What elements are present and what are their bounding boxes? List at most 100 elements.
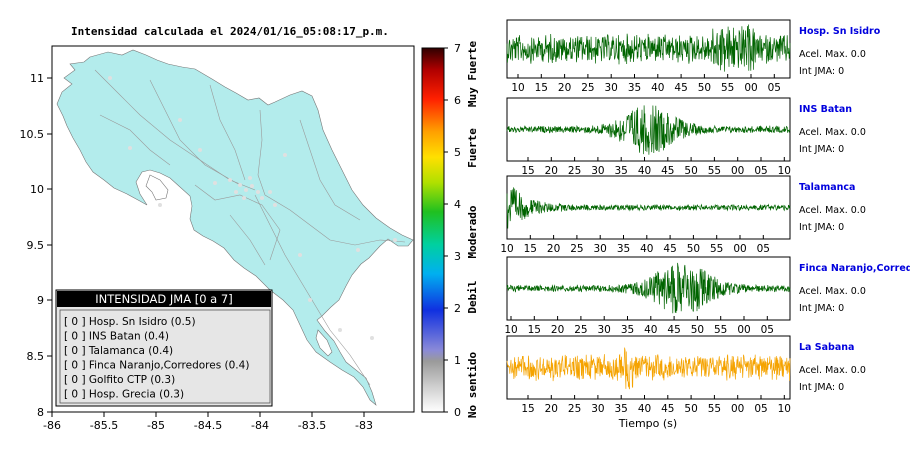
station-dots bbox=[108, 76, 397, 340]
station-max-accel: Acel. Max. 0.0 bbox=[799, 365, 866, 376]
trace-tick-label: 40 bbox=[638, 403, 651, 415]
trace-tick-label: 40 bbox=[644, 324, 657, 336]
trace-tick-label: 25 bbox=[568, 165, 581, 177]
legend-item: [ 0 ] Talamanca (0.4) bbox=[64, 345, 173, 357]
station-jma-intensity: Int JMA: 0 bbox=[799, 66, 844, 77]
colorbar-tick-label: 0 bbox=[454, 406, 461, 419]
station-max-accel: Acel. Max. 0.0 bbox=[799, 205, 866, 216]
legend-item: [ 0 ] INS Batan (0.4) bbox=[64, 331, 169, 343]
colorbar-ticks: 0 1 2 3 4 5 6 7 bbox=[444, 42, 461, 419]
trace-tick-label: 45 bbox=[674, 82, 687, 94]
trace-tick-label: 45 bbox=[663, 243, 676, 255]
gulf-of-nicoya bbox=[145, 174, 169, 201]
trace-tick-label: 25 bbox=[568, 403, 581, 415]
colorbar-tick-label: 1 bbox=[454, 354, 461, 367]
trace-tick-label: 00 bbox=[733, 243, 746, 255]
colorbar-category-label: No sentido bbox=[466, 352, 479, 419]
trace-tick-label: 20 bbox=[558, 82, 571, 94]
trace-tick-label: 00 bbox=[737, 324, 750, 336]
trace-tick-label: 55 bbox=[708, 165, 721, 177]
colorbar-category-label: Fuerte bbox=[466, 128, 479, 168]
map-legend: INTENSIDAD JMA [0 a 7] [ 0 ] Hosp. Sn Is… bbox=[55, 289, 273, 407]
legend-title: INTENSIDAD JMA [0 a 7] bbox=[95, 292, 232, 306]
trace-tick-label: 50 bbox=[687, 243, 700, 255]
trace-tick-label: 45 bbox=[661, 165, 674, 177]
trace-tick-label: 40 bbox=[640, 243, 653, 255]
legend-item: [ 0 ] Finca Naranjo,Corredores (0.4) bbox=[64, 360, 249, 372]
colorbar-tick-label: 5 bbox=[454, 146, 461, 159]
station-name: Talamanca bbox=[799, 182, 855, 193]
trace-tick-label: 00 bbox=[744, 82, 757, 94]
station-max-accel: Acel. Max. 0.0 bbox=[799, 49, 866, 60]
station-name: Hosp. Sn Isidro bbox=[799, 26, 881, 37]
trace-tick-label: 15 bbox=[535, 82, 548, 94]
trace-tick-label: 20 bbox=[545, 403, 558, 415]
trace-waveform bbox=[506, 347, 791, 390]
map-area bbox=[56, 49, 414, 406]
station-jma-intensity: Int JMA: 0 bbox=[799, 382, 844, 393]
trace-tick-label: 20 bbox=[551, 324, 564, 336]
station-jma-intensity: Int JMA: 0 bbox=[799, 303, 844, 314]
station-jma-intensity: Int JMA: 0 bbox=[799, 144, 844, 155]
trace-tick-label: 50 bbox=[698, 82, 711, 94]
station-max-accel: Acel. Max. 0.0 bbox=[799, 127, 866, 138]
map-y-tick-label: 9 bbox=[37, 294, 44, 307]
trace-tick-label: 35 bbox=[617, 243, 630, 255]
trace-tick-label: 35 bbox=[615, 165, 628, 177]
map-y-tick-label: 9.5 bbox=[27, 239, 45, 252]
trace-tick-label: 35 bbox=[621, 324, 634, 336]
trace-tick-label: 30 bbox=[591, 165, 604, 177]
colorbar-tick-label: 2 bbox=[454, 302, 461, 315]
trace-tick-label: 15 bbox=[521, 403, 534, 415]
trace-tick-label: 05 bbox=[768, 82, 781, 94]
map-x-tick-label: -85 bbox=[147, 419, 165, 432]
map-y-axis: 11 10.5 10 9.5 9 8.5 8 bbox=[20, 72, 52, 419]
trace-tick-label: 35 bbox=[615, 403, 628, 415]
trace-tick-label: 10 bbox=[778, 165, 791, 177]
trace-tick-label: 05 bbox=[757, 243, 770, 255]
trace-waveform bbox=[506, 105, 791, 155]
map-x-tick-label: -83 bbox=[355, 419, 373, 432]
trace-waveform bbox=[506, 262, 791, 314]
trace-tick-label: 40 bbox=[651, 82, 664, 94]
colorbar-category-label: Moderado bbox=[466, 205, 479, 258]
map-y-tick-label: 10 bbox=[30, 183, 44, 196]
trace-tick-label: 55 bbox=[708, 403, 721, 415]
legend-item: [ 0 ] Hosp. Grecia (0.3) bbox=[64, 389, 184, 401]
costa-rica-land bbox=[56, 49, 414, 406]
trace-tick-label: 25 bbox=[570, 243, 583, 255]
map-y-tick-label: 11 bbox=[30, 72, 44, 85]
station-name: Finca Naranjo,Corredores bbox=[799, 263, 910, 274]
trace-tick-label: 20 bbox=[547, 243, 560, 255]
trace-tick-label: 50 bbox=[684, 403, 697, 415]
legend-item: [ 0 ] Golfito CTP (0.3) bbox=[64, 374, 175, 386]
trace-tick-label: 55 bbox=[710, 243, 723, 255]
colorbar-category-label: Muy Fuerte bbox=[466, 41, 479, 108]
trace-tick-label: 10 bbox=[504, 324, 517, 336]
trace-panel: 15 20 25 30 35 40 45 50 55 00 05 10 La Sabana Acel. M… bbox=[506, 335, 866, 415]
map-x-tick-label: -85.5 bbox=[90, 419, 118, 432]
map-x-tick-label: -83.5 bbox=[298, 419, 326, 432]
map-x-tick-label: -86 bbox=[43, 419, 61, 432]
seismogram-traces: 10 15 20 25 30 35 40 45 50 55 00 05 Hosp. Sn Isidro A… bbox=[500, 19, 910, 415]
intensity-colorbar bbox=[421, 47, 445, 413]
trace-panel: 10 15 20 25 30 35 40 45 50 55 00 05 Finca Naranjo,Co… bbox=[504, 256, 910, 336]
map-x-tick-label: -84 bbox=[251, 419, 269, 432]
trace-tick-label: 45 bbox=[667, 324, 680, 336]
trace-tick-label: 00 bbox=[731, 403, 744, 415]
map-x-tick-label: -84.5 bbox=[194, 419, 222, 432]
colorbar-tick-label: 6 bbox=[454, 94, 461, 107]
trace-tick-label: 15 bbox=[528, 324, 541, 336]
map-frame bbox=[51, 45, 415, 413]
trace-tick-label: 30 bbox=[598, 324, 611, 336]
trace-panel: 10 15 20 25 30 35 40 45 50 55 00 05 Talamanca Acel. M… bbox=[500, 175, 866, 255]
trace-tick-label: 05 bbox=[761, 324, 774, 336]
colorbar-tick-label: 3 bbox=[454, 250, 461, 263]
station-jma-intensity: Int JMA: 0 bbox=[799, 222, 844, 233]
trace-tick-label: 10 bbox=[511, 82, 524, 94]
trace-tick-label: 40 bbox=[638, 165, 651, 177]
map-x-axis: -86 -85.5 -85 -84.5 -84 -83.5 -83 bbox=[43, 412, 373, 432]
trace-waveform bbox=[506, 24, 791, 72]
trace-tick-label: 25 bbox=[581, 82, 594, 94]
